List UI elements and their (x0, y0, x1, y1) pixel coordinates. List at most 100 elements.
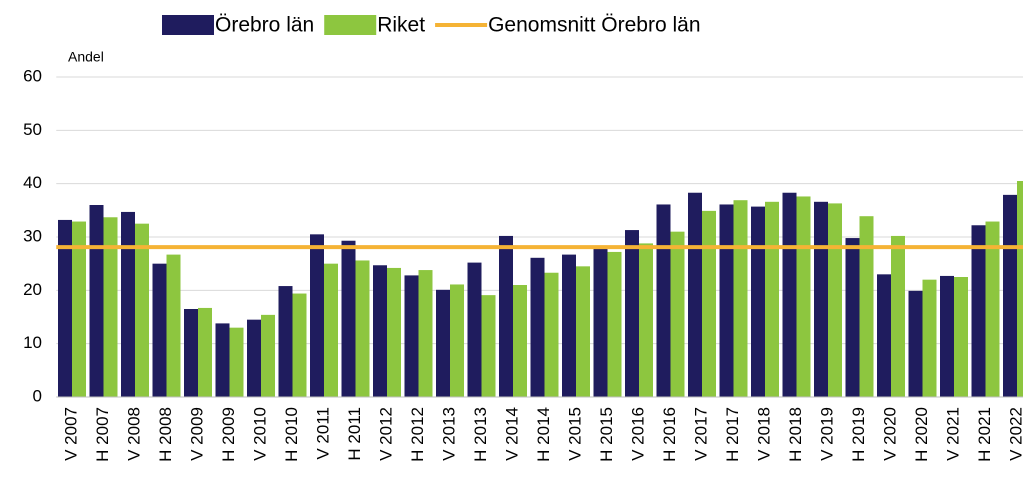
x-tick-label: V 2016 (628, 407, 647, 461)
bar (891, 235, 905, 397)
bar (1003, 194, 1017, 397)
bar (625, 230, 639, 397)
bar (198, 307, 212, 397)
bar (670, 231, 685, 397)
y-tick-label: 30 (23, 226, 42, 245)
bar (152, 263, 167, 397)
bar (404, 275, 419, 397)
bar (954, 277, 968, 397)
legend-label: Örebro län (215, 14, 314, 37)
bar (782, 192, 797, 397)
bar (656, 204, 671, 397)
x-tick-label: V 2011 (313, 407, 332, 460)
bar (1017, 181, 1023, 397)
y-tick-label: 50 (23, 120, 42, 139)
x-tick-label: H 2021 (975, 407, 994, 462)
legend-label: Genomsnitt Örebro län (488, 14, 700, 37)
x-tick-label: V 2013 (439, 407, 458, 461)
bar (639, 243, 653, 397)
x-tick-label: V 2014 (502, 407, 521, 461)
bar (373, 265, 387, 397)
x-tick-label: H 2016 (660, 407, 679, 462)
x-tick-label: H 2017 (723, 407, 742, 462)
legend-swatch (162, 15, 214, 35)
x-tick-label: H 2008 (156, 407, 175, 462)
x-tick-label: H 2013 (471, 407, 490, 462)
y-tick-label: 60 (23, 66, 42, 85)
bar (499, 235, 513, 397)
x-tick-label: V 2010 (250, 407, 269, 461)
legend-label: Riket (377, 14, 425, 37)
bar (593, 247, 608, 397)
bar (467, 262, 482, 397)
bar (922, 279, 937, 397)
x-tick-label: H 2011 (345, 407, 364, 461)
bar (324, 263, 338, 397)
x-tick-label: V 2017 (691, 407, 710, 461)
bar (845, 238, 860, 397)
bar (607, 251, 622, 397)
bar (796, 196, 811, 397)
bar (814, 201, 828, 397)
bar (58, 219, 72, 397)
bar (166, 254, 181, 397)
bar (562, 254, 576, 397)
bar (247, 319, 261, 397)
x-tick-label: H 2010 (282, 407, 301, 462)
x-tick-label: H 2018 (786, 407, 805, 462)
bar (513, 285, 527, 397)
x-tick-label: V 2015 (565, 407, 584, 461)
x-tick-label: V 2008 (124, 407, 143, 461)
y-axis-label: Andel (68, 49, 104, 65)
y-tick-label: 20 (23, 280, 42, 299)
bar (310, 234, 324, 397)
bar (387, 267, 401, 397)
bar (103, 217, 118, 397)
x-tick-label: V 2007 (61, 407, 80, 461)
bar (530, 257, 545, 397)
x-tick-label: V 2020 (880, 407, 899, 461)
bar (121, 211, 135, 397)
bar (229, 327, 244, 397)
bar (341, 240, 356, 397)
bar (292, 293, 307, 397)
bar (450, 284, 464, 397)
x-tick-label: H 2012 (408, 407, 427, 462)
x-tick-label: H 2020 (912, 407, 931, 462)
bar (215, 323, 230, 397)
bar (355, 260, 370, 397)
bar (940, 275, 954, 397)
bar (702, 210, 716, 397)
x-tick-label: H 2019 (849, 407, 868, 462)
bar (688, 192, 702, 397)
y-tick-label: 40 (23, 173, 42, 192)
bar (261, 314, 275, 397)
bar (877, 274, 891, 397)
bar (719, 204, 734, 397)
x-tick-label: V 2019 (817, 407, 836, 461)
bar (436, 289, 450, 397)
bar (828, 203, 842, 397)
x-tick-label: V 2018 (754, 407, 773, 461)
bar (971, 225, 986, 397)
bar (908, 290, 923, 397)
x-tick-label: H 2009 (219, 407, 238, 462)
bar (278, 286, 293, 397)
x-tick-label: V 2009 (187, 407, 206, 461)
x-tick-label: H 2014 (534, 407, 553, 462)
bar (751, 206, 765, 397)
x-tick-label: V 2012 (376, 407, 395, 461)
y-tick-label: 10 (23, 333, 42, 352)
bar (72, 221, 86, 397)
bar (544, 272, 559, 397)
bar (184, 309, 198, 397)
x-tick-label: V 2022 (1006, 407, 1023, 461)
legend-swatch (324, 15, 377, 35)
bar (418, 270, 433, 397)
bar (765, 201, 779, 397)
bar (89, 205, 104, 397)
x-tick-label: V 2021 (943, 407, 962, 461)
bar (135, 223, 149, 397)
